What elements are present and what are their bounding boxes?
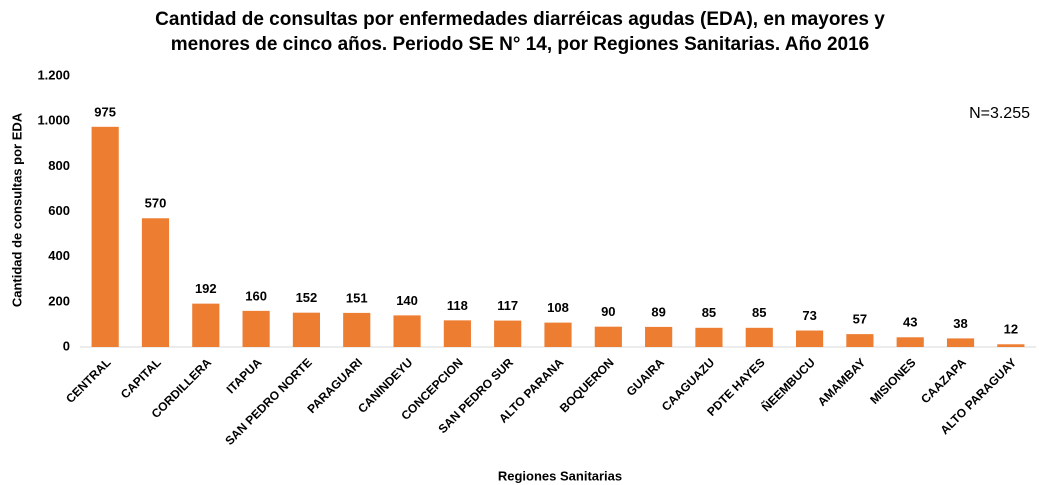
- y-tick-label: 400: [48, 248, 70, 263]
- x-tick-label: CENTRAL: [63, 355, 113, 405]
- x-tick-label: AMAMBAY: [815, 355, 868, 408]
- x-axis-title: Regiones Sanitarias: [498, 468, 622, 483]
- data-label: 570: [145, 196, 167, 211]
- bar: [795, 330, 824, 347]
- data-label: 118: [447, 298, 468, 313]
- bar: [141, 218, 170, 347]
- bar: [443, 320, 471, 347]
- x-tick-label: ITAPUA: [224, 355, 265, 396]
- data-label: 152: [296, 290, 318, 305]
- bar: [544, 322, 572, 347]
- data-label: 43: [903, 315, 917, 330]
- data-label: 975: [94, 104, 116, 119]
- data-label: 85: [752, 305, 766, 320]
- bar: [242, 310, 270, 347]
- data-label: 192: [195, 281, 217, 296]
- data-label: 12: [1004, 322, 1018, 337]
- y-tick-label: 600: [48, 203, 70, 218]
- y-axis-title: Cantidad de consultas por EDA: [9, 112, 24, 307]
- bar: [997, 344, 1025, 347]
- bar: [393, 315, 421, 347]
- x-tick-label: CAPITAL: [118, 355, 164, 401]
- data-label: 108: [547, 300, 569, 315]
- y-tick-label: 0: [63, 338, 70, 353]
- y-tick-label: 1.200: [37, 67, 70, 82]
- data-label: 90: [601, 304, 615, 319]
- bar: [91, 126, 119, 347]
- bar: [946, 338, 975, 347]
- bar: [846, 334, 874, 347]
- data-label: 85: [702, 305, 716, 320]
- x-tick-label: CAAZAPA: [918, 355, 969, 406]
- data-label: 117: [497, 298, 518, 313]
- bar: [695, 327, 723, 347]
- bar: [645, 326, 673, 347]
- data-label: 57: [853, 312, 867, 327]
- x-tick-label: ÑEEMBUCU: [758, 355, 818, 415]
- bar: [594, 326, 622, 347]
- x-tick-label: BOQUERON: [557, 355, 617, 415]
- x-tick-label: GUAIRA: [624, 355, 668, 399]
- bar: [494, 320, 522, 347]
- chart-title: menores de cinco años. Periodo SE N° 14,…: [171, 34, 870, 55]
- chart-title: Cantidad de consultas por enfermedades d…: [155, 9, 885, 30]
- data-label: 140: [396, 293, 418, 308]
- y-tick-label: 1.000: [37, 113, 70, 128]
- x-tick-label: MISIONES: [867, 355, 918, 406]
- bar: [192, 303, 220, 347]
- x-tick-label: SAN PEDRO NORTE: [222, 355, 314, 447]
- bar: [343, 312, 371, 347]
- bar: [745, 327, 773, 347]
- annotation: N=3.255: [969, 105, 1030, 122]
- data-label: 38: [953, 316, 967, 331]
- data-label: 89: [651, 304, 665, 319]
- data-label: 73: [802, 308, 816, 323]
- data-label: 160: [245, 288, 267, 303]
- bar: [896, 337, 924, 347]
- bar: [292, 312, 321, 347]
- y-tick-label: 800: [48, 158, 70, 173]
- y-tick-label: 200: [48, 293, 70, 308]
- data-label: 151: [346, 290, 368, 305]
